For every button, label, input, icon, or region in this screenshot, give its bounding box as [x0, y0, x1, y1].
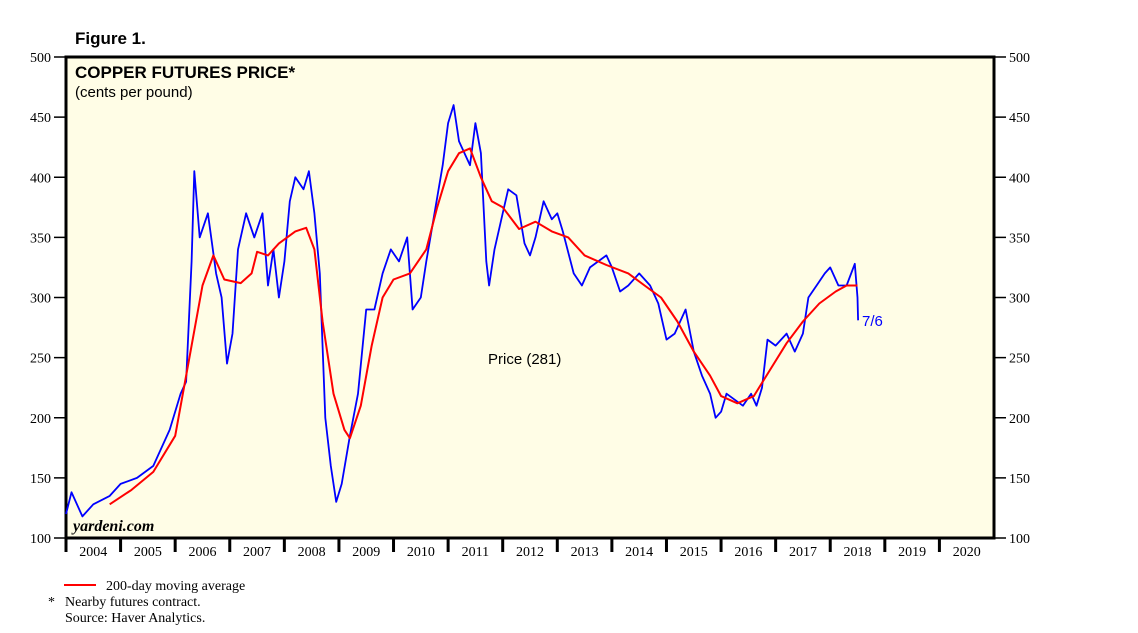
y-tick-label-right: 250: [1009, 352, 1030, 367]
y-tick-label-right: 500: [1009, 51, 1030, 66]
x-tick-label: 2008: [298, 545, 326, 560]
y-tick-label-right: 350: [1009, 231, 1030, 246]
y-tick-label-left: 100: [30, 532, 51, 547]
y-tick-label-left: 150: [30, 472, 51, 487]
x-tick-label: 2020: [953, 545, 981, 560]
x-tick-label: 2018: [844, 545, 872, 560]
footnote-source: Source: Haver Analytics.: [65, 611, 205, 626]
x-tick-label: 2005: [134, 545, 162, 560]
y-tick-label-right: 100: [1009, 532, 1030, 547]
x-tick-label: 2016: [734, 545, 762, 560]
x-tick-label: 2019: [898, 545, 926, 560]
plot-area: [64, 55, 996, 540]
y-tick-label-left: 450: [30, 111, 51, 126]
chart-subtitle: (cents per pound): [75, 84, 193, 101]
y-tick-label-left: 400: [30, 171, 51, 186]
x-tick-label: 2009: [352, 545, 380, 560]
x-tick-label: 2017: [789, 545, 817, 560]
x-tick-label: 2010: [407, 545, 435, 560]
y-tick-label-right: 400: [1009, 171, 1030, 186]
x-tick-label: 2004: [79, 545, 107, 560]
x-tick-label: 2012: [516, 545, 544, 560]
chart-title: COPPER FUTURES PRICE*: [75, 63, 295, 82]
y-tick-label-left: 300: [30, 292, 51, 307]
y-tick-label-left: 500: [30, 51, 51, 66]
last-date-annotation: 7/6: [862, 313, 883, 330]
x-tick-label: 2014: [625, 545, 653, 560]
moving_average-line: [109, 147, 858, 506]
figure-label: Figure 1.: [75, 29, 146, 48]
y-tick-label-right: 450: [1009, 111, 1030, 126]
y-tick-label-left: 350: [30, 231, 51, 246]
x-tick-label: 2013: [571, 545, 599, 560]
legend-ma-label: 200-day moving average: [106, 579, 245, 594]
footnote-note: Nearby futures contract.: [65, 595, 201, 610]
y-tick-label-right: 200: [1009, 412, 1030, 427]
x-tick-label: 2007: [243, 545, 271, 560]
price-line: [65, 104, 859, 518]
footnote-asterisk: *: [48, 595, 55, 610]
y-tick-label-left: 200: [30, 412, 51, 427]
y-tick-label-right: 150: [1009, 472, 1030, 487]
price-annotation: Price (281): [488, 351, 561, 368]
x-tick-label: 2015: [680, 545, 708, 560]
y-tick-label-left: 250: [30, 352, 51, 367]
x-tick-label: 2006: [188, 545, 216, 560]
x-tick-label: 2011: [462, 545, 489, 560]
y-tick-label-right: 300: [1009, 292, 1030, 307]
watermark: yardeni.com: [71, 518, 154, 535]
